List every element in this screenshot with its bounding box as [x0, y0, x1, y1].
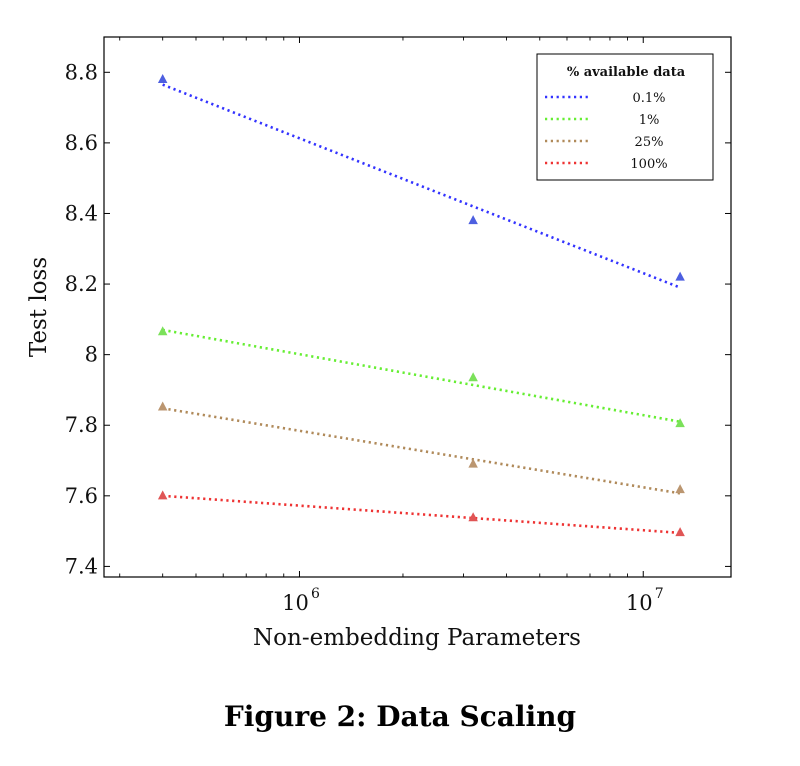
series-fit-line [162, 494, 681, 535]
data-point-marker [157, 326, 168, 336]
x-axis-label: Non-embedding Parameters [253, 625, 581, 651]
series-layer [157, 73, 685, 537]
x-tick-label: 10 [626, 591, 653, 615]
data-point-marker [675, 418, 685, 428]
legend-box [536, 53, 714, 181]
x-tick-label: 10 [282, 591, 309, 615]
legend-label: 25% [635, 135, 664, 150]
y-tick-label: 8 [85, 343, 98, 367]
chart-svg: 7.47.67.888.28.48.68.810 6 10 7 Non-embeddi… [26, 36, 732, 651]
y-tick-label: 7.6 [65, 484, 98, 508]
y-tick-label: 7.8 [65, 413, 98, 437]
data-point-marker [157, 490, 168, 500]
series-fit-line [162, 328, 681, 423]
data-point-marker [675, 484, 685, 494]
x-tick-exponent: 6 [311, 586, 320, 602]
x-tick-exponent: 7 [655, 586, 664, 602]
legend-label: 1% [639, 113, 660, 128]
data-point-marker [468, 512, 478, 522]
y-tick-label: 8.8 [65, 60, 98, 84]
legend-label: 100% [630, 157, 667, 172]
data-point-marker [157, 401, 168, 411]
data-point-marker [675, 527, 685, 537]
data-point-marker [157, 73, 168, 83]
y-tick-label: 8.6 [65, 131, 98, 155]
data-point-marker [468, 215, 478, 225]
figure-caption: Figure 2: Data Scaling [223, 700, 577, 733]
ticks-layer: 7.47.67.888.28.48.68.810 6 10 7 [65, 37, 731, 615]
data-point-marker [468, 458, 478, 468]
y-axis-label: Test loss [26, 257, 52, 357]
data-point-marker [468, 372, 478, 382]
legend-title: % available data [567, 65, 686, 80]
series-fit-line [162, 407, 681, 495]
legend: % available data 0.1% 1% 25% 100% [536, 53, 714, 181]
plot-frame [103, 36, 732, 578]
y-tick-label: 8.2 [65, 272, 98, 296]
data-point-marker [675, 271, 685, 281]
legend-items: 0.1% 1% 25% 100% [545, 91, 668, 172]
y-tick-label: 7.4 [65, 554, 98, 578]
legend-label: 0.1% [632, 91, 665, 106]
y-tick-label: 8.4 [65, 201, 98, 225]
